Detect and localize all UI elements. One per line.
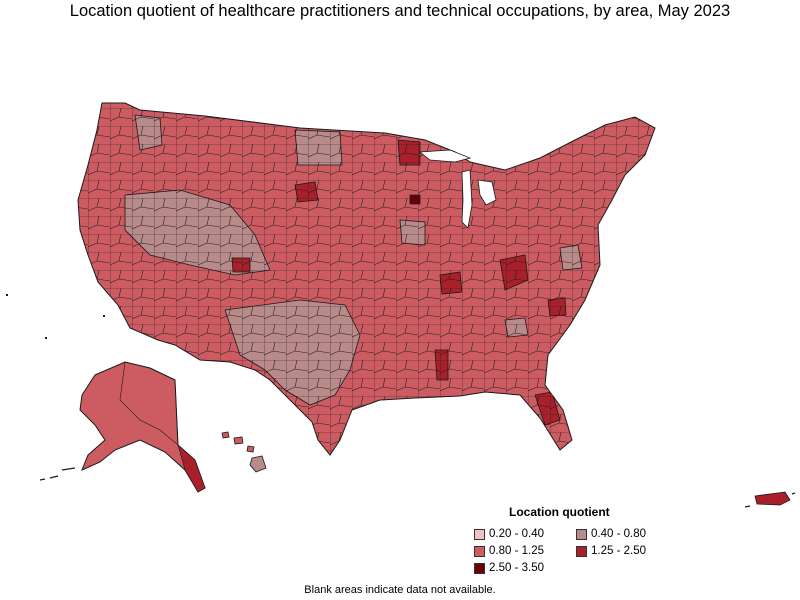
lake-superior (418, 149, 472, 163)
lake-michigan (461, 169, 473, 229)
hawaii (221, 431, 267, 473)
legend-label: 0.40 - 0.80 (591, 528, 646, 540)
legend-label: 1.25 - 2.50 (591, 545, 646, 557)
map-specks (6, 294, 105, 339)
legend-swatch (576, 528, 587, 540)
legend-swatch (474, 562, 485, 574)
alaska (39, 361, 206, 493)
legend-item-0-20-0-40: 0.20 - 0.40 (474, 528, 544, 540)
legend-item-0-80-1-25: 0.80 - 1.25 (474, 545, 544, 557)
map-title: Location quotient of healthcare practiti… (69, 2, 731, 20)
legend-swatch (474, 545, 485, 557)
legend-item-2-50-3-50: 2.50 - 3.50 (474, 562, 544, 574)
legend-label: 0.20 - 0.40 (489, 528, 544, 540)
legend-item-1-25-2-50: 1.25 - 2.50 (576, 545, 646, 557)
legend-swatch (474, 528, 485, 540)
footnote: Blank areas indicate data not available. (304, 584, 496, 596)
legend-title: Location quotient (509, 505, 610, 519)
legend-label: 2.50 - 3.50 (489, 562, 544, 574)
legend-label: 0.80 - 1.25 (489, 545, 544, 557)
legend-swatch (576, 545, 587, 557)
puerto-rico (744, 491, 796, 508)
legend-item-0-40-0-80: 0.40 - 0.80 (576, 528, 646, 540)
lake-huron (477, 179, 497, 206)
